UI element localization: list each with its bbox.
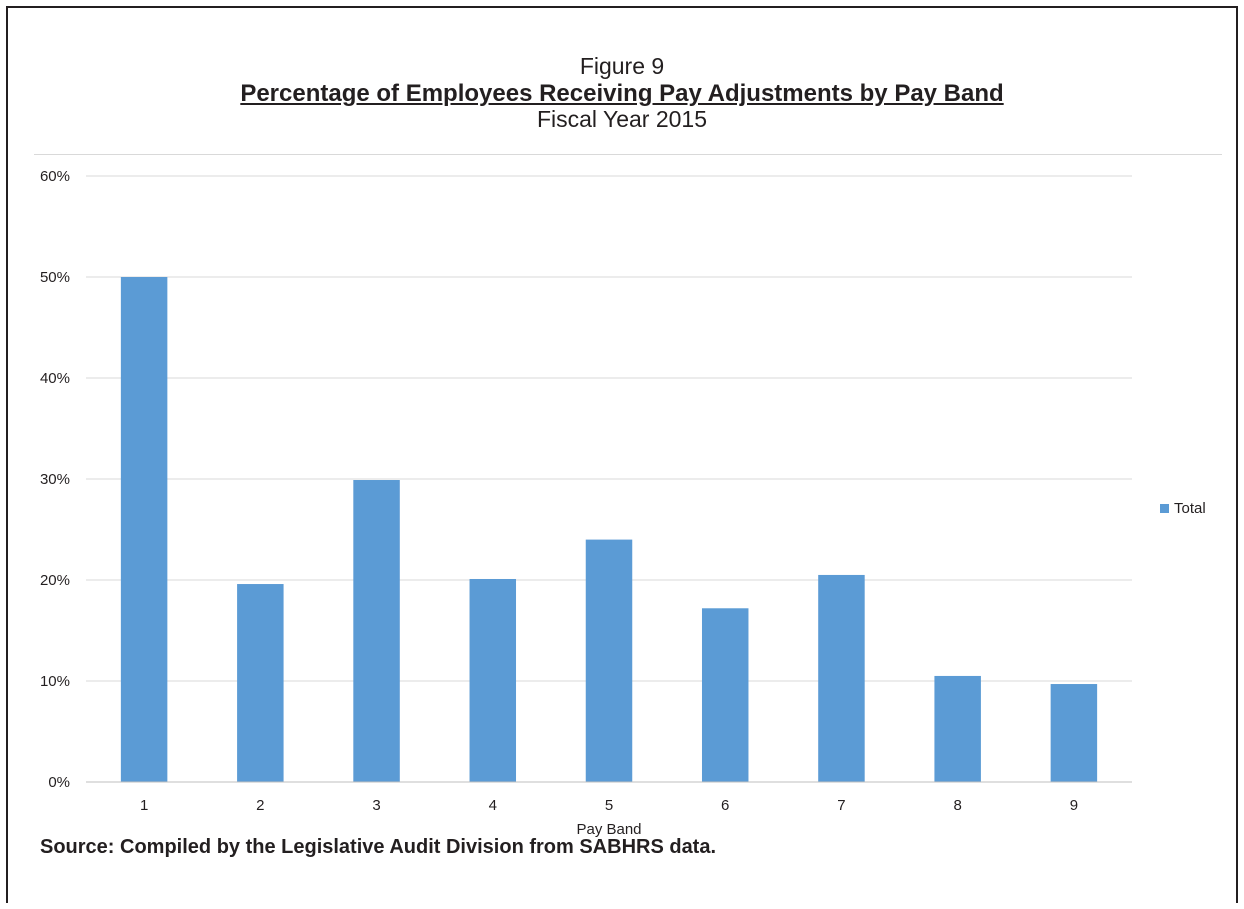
chart-title: Percentage of Employees Receiving Pay Ad… [240,80,1004,107]
bar-band-2 [237,584,284,782]
x-tick-label: 4 [489,797,497,814]
figure-frame [6,6,1238,903]
y-tick-label: 20% [40,572,70,589]
y-tick-label: 60% [40,168,70,185]
x-axis-title: Pay Band [576,821,641,838]
y-tick-label: 0% [48,774,70,791]
legend: Total [1160,500,1206,517]
x-tick-label: 2 [256,797,264,814]
bar-band-7 [818,574,865,782]
bar-band-5 [585,539,633,782]
y-tick-label: 10% [40,673,70,690]
axes: 0% 10% 20% 30% 40% 50% 60% 1 2 3 4 5 6 7 8 9 [40,168,1132,814]
bar-band-1 [120,277,168,782]
x-tick-label: 7 [837,797,845,814]
bar-band-8 [934,675,981,782]
y-tick-label: 50% [40,269,70,286]
x-tick-label: 1 [140,797,148,814]
figure-label: Figure 9 [579,53,665,79]
chart-subtitle: Fiscal Year 2015 [536,106,708,132]
bar-band-6 [701,608,749,782]
x-tick-label: 9 [1070,797,1078,814]
bar-band-4 [469,578,517,782]
title-divider [34,154,1222,155]
x-tick-label: 5 [605,797,613,814]
legend-label-total: Total [1174,500,1206,517]
x-tick-label: 8 [953,797,961,814]
bars [120,277,1098,782]
bar-band-3 [353,480,400,782]
y-tick-label: 40% [40,370,70,387]
x-tick-label: 6 [721,797,729,814]
y-tick-label: 30% [40,471,70,488]
legend-swatch-total [1160,504,1169,513]
bar-band-9 [1050,684,1098,782]
source-note: Source: Compiled by the Legislative Audi… [40,836,717,858]
x-tick-label: 3 [372,797,380,814]
